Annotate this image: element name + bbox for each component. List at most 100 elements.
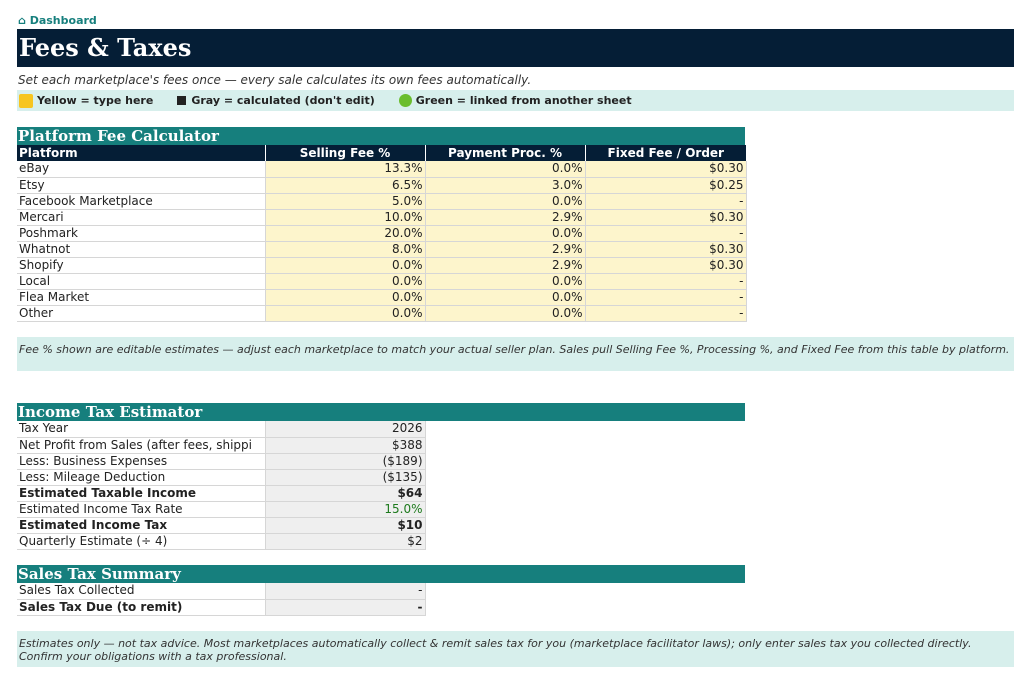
table-row: Other 0.0% 0.0% -: [17, 305, 747, 322]
payment-proc-input[interactable]: 0.0%: [425, 161, 586, 178]
income-tax-value: $388: [265, 437, 426, 454]
income-tax-label: Less: Mileage Deduction: [17, 469, 266, 486]
payment-proc-input[interactable]: 3.0%: [425, 177, 586, 194]
yellow-square-icon: [19, 93, 33, 108]
fixed-fee-input[interactable]: -: [585, 193, 747, 210]
income-tax-table: Tax Year 2026 Net Profit from Sales (after…: [17, 421, 426, 550]
selling-fee-input[interactable]: 0.0%: [265, 257, 426, 274]
income-tax-label: Tax Year: [17, 421, 266, 438]
payment-proc-input[interactable]: 0.0%: [425, 289, 586, 306]
fixed-fee-input[interactable]: $0.30: [585, 241, 747, 258]
payment-proc-input[interactable]: 0.0%: [425, 273, 586, 290]
fixed-fee-input[interactable]: -: [585, 289, 747, 306]
selling-fee-input[interactable]: 5.0%: [265, 193, 426, 210]
table-row: Estimated Income Tax Rate 15.0%: [17, 501, 426, 518]
table-row: Less: Mileage Deduction ($135): [17, 469, 426, 486]
table-row: Whatnot 8.0% 2.9% $0.30: [17, 241, 747, 258]
column-header-selling-fee: Selling Fee %: [264, 145, 425, 161]
income-tax-value: ($135): [265, 469, 426, 486]
platform-cell: Facebook Marketplace: [17, 193, 266, 210]
fixed-fee-input[interactable]: -: [585, 305, 747, 322]
table-row: Etsy 6.5% 3.0% $0.25: [17, 177, 747, 194]
sales-tax-note: Estimates only — not tax advice. Most ma…: [17, 631, 1014, 667]
selling-fee-input[interactable]: 0.0%: [265, 289, 426, 306]
platform-cell: Other: [17, 305, 266, 322]
table-row: eBay 13.3% 0.0% $0.30: [17, 161, 747, 178]
green-circle-icon: [398, 94, 412, 107]
sales-tax-title: Sales Tax Summary: [18, 565, 181, 583]
platform-cell: Local: [17, 273, 266, 290]
table-row: Sales Tax Due (to remit) -: [17, 599, 426, 616]
platform-cell: eBay: [17, 161, 266, 178]
page-title: Fees & Taxes: [19, 33, 192, 62]
sales-tax-value: -: [265, 599, 426, 616]
income-tax-label: Net Profit from Sales (after fees, shipp…: [17, 437, 266, 454]
income-tax-label: Estimated Income Tax Rate: [17, 501, 266, 518]
income-tax-value: 2026: [265, 421, 426, 438]
fixed-fee-input[interactable]: $0.30: [585, 257, 747, 274]
color-legend: Yellow = type here Gray = calculated (do…: [17, 90, 1014, 111]
table-row: Quarterly Estimate (÷ 4) $2: [17, 533, 426, 550]
legend-green: Green = linked from another sheet: [398, 94, 632, 107]
selling-fee-input[interactable]: 6.5%: [265, 177, 426, 194]
fixed-fee-input[interactable]: $0.30: [585, 161, 747, 178]
table-row: Net Profit from Sales (after fees, shipp…: [17, 437, 426, 454]
payment-proc-input[interactable]: 2.9%: [425, 241, 586, 258]
dashboard-link[interactable]: ⌂ Dashboard: [18, 14, 97, 27]
platform-cell: Flea Market: [17, 289, 266, 306]
column-header-fixed-fee: Fixed Fee / Order: [584, 145, 746, 161]
selling-fee-input[interactable]: 0.0%: [265, 305, 426, 322]
selling-fee-input[interactable]: 10.0%: [265, 209, 426, 226]
selling-fee-input[interactable]: 20.0%: [265, 225, 426, 242]
selling-fee-input[interactable]: 0.0%: [265, 273, 426, 290]
sales-tax-header: Sales Tax Summary: [17, 565, 745, 583]
platform-cell: Poshmark: [17, 225, 266, 242]
income-tax-value: $10: [265, 517, 426, 534]
fixed-fee-input[interactable]: -: [585, 225, 747, 242]
legend-gray: Gray = calculated (don't edit): [177, 94, 375, 107]
black-square-icon: [177, 96, 187, 105]
table-row: Poshmark 20.0% 0.0% -: [17, 225, 747, 242]
fixed-fee-input[interactable]: $0.25: [585, 177, 747, 194]
legend-green-label: Green = linked from another sheet: [415, 94, 632, 107]
income-tax-label: Estimated Taxable Income: [17, 485, 266, 502]
table-row: Shopify 0.0% 2.9% $0.30: [17, 257, 747, 274]
legend-gray-label: Gray = calculated (don't edit): [191, 94, 375, 107]
fee-table-header-row: Platform Selling Fee % Payment Proc. % F…: [17, 145, 746, 161]
sales-tax-label: Sales Tax Collected: [17, 583, 266, 600]
table-row: Sales Tax Collected -: [17, 583, 426, 600]
payment-proc-input[interactable]: 0.0%: [425, 225, 586, 242]
selling-fee-input[interactable]: 8.0%: [265, 241, 426, 258]
sales-tax-value: -: [265, 583, 426, 600]
selling-fee-input[interactable]: 13.3%: [265, 161, 426, 178]
income-tax-title: Income Tax Estimator: [18, 403, 203, 421]
table-row: Facebook Marketplace 5.0% 0.0% -: [17, 193, 747, 210]
income-tax-label: Less: Business Expenses: [17, 453, 266, 470]
payment-proc-input[interactable]: 0.0%: [425, 193, 586, 210]
fee-note: Fee % shown are editable estimates — adj…: [17, 337, 1014, 371]
payment-proc-input[interactable]: 2.9%: [425, 209, 586, 226]
fixed-fee-input[interactable]: -: [585, 273, 747, 290]
table-row: Mercari 10.0% 2.9% $0.30: [17, 209, 747, 226]
fee-calculator-table: Platform Selling Fee % Payment Proc. % F…: [17, 145, 747, 322]
table-row: Less: Business Expenses ($189): [17, 453, 426, 470]
page-subtitle: Set each marketplace's fees once — every…: [18, 73, 532, 87]
column-header-payment-proc: Payment Proc. %: [424, 145, 585, 161]
column-header-platform: Platform: [17, 145, 265, 161]
income-tax-value: $64: [265, 485, 426, 502]
fee-calculator-title: Platform Fee Calculator: [18, 127, 219, 145]
income-tax-value: $2: [265, 533, 426, 550]
fee-calculator-header: Platform Fee Calculator: [17, 127, 745, 145]
table-row: Flea Market 0.0% 0.0% -: [17, 289, 747, 306]
sales-tax-table: Sales Tax Collected - Sales Tax Due (to re…: [17, 583, 426, 616]
income-tax-value: 15.0%: [265, 501, 426, 518]
table-row: Tax Year 2026: [17, 421, 426, 438]
platform-cell: Etsy: [17, 177, 266, 194]
platform-cell: Mercari: [17, 209, 266, 226]
payment-proc-input[interactable]: 0.0%: [425, 305, 586, 322]
platform-cell: Shopify: [17, 257, 266, 274]
fixed-fee-input[interactable]: $0.30: [585, 209, 747, 226]
sales-tax-label: Sales Tax Due (to remit): [17, 599, 266, 616]
payment-proc-input[interactable]: 2.9%: [425, 257, 586, 274]
income-tax-header: Income Tax Estimator: [17, 403, 745, 421]
